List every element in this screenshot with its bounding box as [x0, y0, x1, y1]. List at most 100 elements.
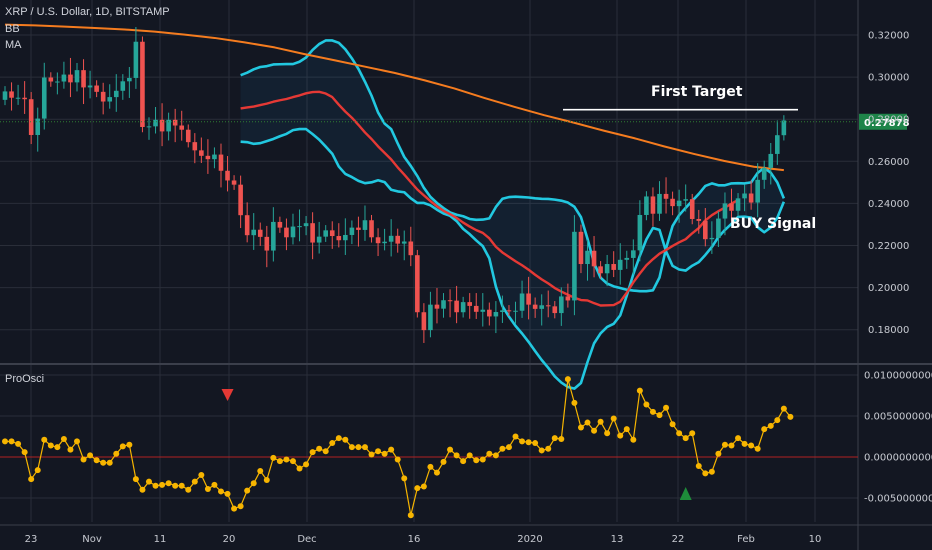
candle-body — [709, 237, 715, 240]
candle-body — [199, 150, 204, 156]
date-axis-label: Nov — [82, 534, 102, 545]
candle-body — [290, 226, 296, 238]
candle-body — [349, 227, 355, 235]
candle-body — [526, 293, 531, 305]
oscillator-point — [486, 450, 493, 457]
candle — [257, 222, 263, 246]
oscillator-point — [303, 461, 310, 468]
candle-body — [735, 198, 741, 211]
candles — [2, 27, 787, 343]
candle-body — [264, 236, 270, 251]
candle-body — [454, 300, 459, 313]
oscillator-point — [649, 408, 656, 415]
candle — [48, 72, 54, 87]
oscillator-point — [276, 458, 283, 465]
candle-body — [421, 312, 427, 331]
oscillator-point — [185, 486, 192, 493]
oscillator-point — [34, 467, 41, 474]
candle — [644, 191, 649, 221]
candle — [539, 294, 544, 326]
date-axis-label: 13 — [611, 534, 624, 545]
bb-indicator-label[interactable]: BB — [5, 23, 20, 35]
candle — [35, 107, 41, 152]
candle — [205, 139, 211, 174]
candle-body — [35, 118, 41, 135]
candle-body — [604, 264, 610, 274]
candle — [303, 216, 309, 236]
candle — [532, 297, 538, 318]
oscillator-point — [505, 444, 512, 451]
candle — [506, 305, 512, 317]
oscillator-point — [198, 472, 205, 479]
osc-axis-label: -0.0050000000 — [864, 494, 932, 505]
candle-body — [61, 74, 67, 82]
candle-body — [94, 85, 99, 92]
oscillator-point — [669, 421, 676, 428]
candle — [297, 209, 302, 242]
candle-body — [336, 236, 342, 241]
price-axis-label: 0.18000 — [868, 325, 909, 336]
candle-body — [375, 237, 381, 244]
candle-body — [146, 126, 152, 128]
candle — [729, 188, 734, 222]
candle-body — [257, 229, 263, 237]
candle-body — [506, 310, 512, 312]
oscillator-point — [270, 454, 277, 461]
oscillator-point — [388, 446, 395, 453]
oscillator-point — [159, 481, 166, 488]
candle-body — [316, 236, 322, 243]
candle-body — [473, 305, 479, 312]
candle — [2, 86, 8, 106]
candle — [22, 81, 27, 114]
oscillator-point — [741, 440, 748, 447]
date-axis-label: 22 — [672, 534, 685, 545]
candle-body — [467, 302, 472, 306]
candle-body — [48, 77, 54, 82]
ma-indicator-label[interactable]: MA — [5, 39, 22, 51]
candle-body — [133, 41, 139, 78]
candle — [703, 208, 708, 247]
last-price-tag — [859, 113, 907, 130]
buy-signal-triangle — [679, 487, 692, 500]
oscillator-point — [761, 426, 768, 433]
candle-body — [343, 234, 348, 241]
candle — [781, 115, 787, 141]
candle-body — [689, 199, 695, 219]
oscillator-point — [787, 413, 794, 420]
oscillator-point — [780, 405, 787, 412]
oscillator-point — [735, 435, 742, 442]
symbol-title: XRP / U.S. Dollar, 1D, BITSTAMP — [5, 6, 170, 18]
candle — [624, 250, 630, 269]
candle — [637, 200, 643, 262]
candle-body — [775, 135, 780, 154]
candle — [460, 296, 466, 318]
candle — [199, 137, 204, 163]
candle-body — [185, 129, 191, 143]
candle-body — [140, 41, 145, 127]
oscillator-point — [545, 445, 552, 452]
price-axis-label: 0.32000 — [868, 31, 909, 42]
buy-signal-label: BUY Signal — [730, 216, 817, 232]
candle-body — [598, 266, 603, 274]
oscillator-point — [100, 459, 107, 466]
candle-body — [238, 184, 243, 216]
price-axis-label: 0.20000 — [868, 283, 909, 294]
oscillator-point — [309, 449, 316, 456]
candle — [100, 82, 106, 115]
oscillator-point — [427, 463, 434, 470]
candle — [61, 61, 67, 89]
oscillator-point — [754, 445, 761, 452]
oscillator-point — [2, 438, 8, 445]
oscillator-point — [538, 447, 545, 454]
oscillator-point — [433, 469, 440, 476]
date-axis-label: 2020 — [517, 534, 542, 545]
oscillator-point — [532, 440, 539, 447]
candle — [225, 156, 230, 192]
candle-body — [113, 90, 119, 98]
oscillator-label[interactable]: ProOsci — [5, 373, 45, 385]
bb-basis-line — [240, 90, 739, 307]
candle — [113, 74, 119, 112]
candle-body — [2, 91, 8, 100]
candle — [290, 213, 296, 245]
